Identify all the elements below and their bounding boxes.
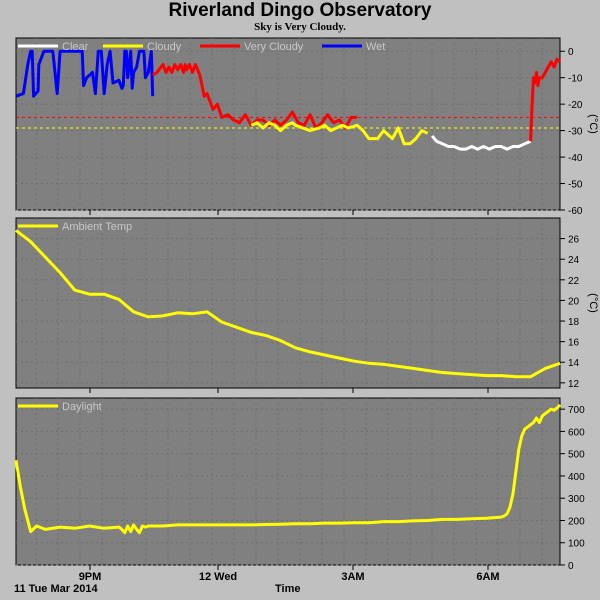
- series-line-very-cloudy: [529, 57, 562, 142]
- y-tick-label: 300: [568, 494, 585, 505]
- y-tick-label: -60: [568, 206, 583, 217]
- y-tick-label: -20: [568, 100, 583, 111]
- sky-status: Sky is Very Cloudy.: [254, 21, 346, 33]
- y-tick-label: -50: [568, 180, 583, 191]
- y-tick-label: 20: [568, 296, 580, 307]
- x-tick-label: 6AM: [476, 571, 499, 583]
- y-tick-label: 600: [568, 427, 585, 438]
- y-tick-label: 0: [568, 561, 574, 572]
- x-tick-label: 9PM: [79, 571, 102, 583]
- y-tick-label: -10: [568, 74, 583, 85]
- x-tick-label: 12 Wed: [199, 571, 237, 583]
- time-axis-label: Time: [275, 583, 301, 595]
- y-tick-label: 0: [568, 47, 574, 58]
- y-tick-label: -40: [568, 153, 583, 164]
- legend-label: Wet: [366, 41, 385, 53]
- y-tick-label: 14: [568, 358, 580, 369]
- y-tick-label: 22: [568, 276, 580, 287]
- y-tick-label: 700: [568, 405, 585, 416]
- series-line-wet: [15, 49, 155, 98]
- ambient-panel: [15, 217, 561, 389]
- y-unit-label: (°C): [587, 114, 599, 134]
- y-tick-label: 200: [568, 516, 585, 527]
- y-tick-label: 26: [568, 235, 580, 246]
- y-tick-label: 100: [568, 539, 585, 550]
- legend-label: Clear: [62, 41, 89, 53]
- y-unit-label: (°C): [587, 293, 599, 313]
- y-tick-label: 16: [568, 338, 580, 349]
- legend-label: Cloudy: [147, 41, 182, 53]
- x-tick-label: 3AM: [341, 571, 364, 583]
- series-line-daylight: [14, 403, 562, 535]
- series-line-very-cloudy: [151, 63, 358, 130]
- legend-label: Daylight: [62, 401, 102, 413]
- y-tick-label: 400: [568, 472, 585, 483]
- series-line-ambient-temp: [15, 229, 561, 379]
- y-tick-label: 24: [568, 255, 580, 266]
- y-tick-label: 500: [568, 450, 585, 461]
- y-tick-label: -30: [568, 127, 583, 138]
- series-line-cloudy: [250, 121, 429, 146]
- legend-label: Very Cloudy: [244, 41, 304, 53]
- y-tick-label: 12: [568, 379, 580, 390]
- date-label: 11 Tue Mar 2014: [14, 583, 98, 595]
- y-tick-label: 18: [568, 317, 580, 328]
- series-line-clear: [430, 134, 532, 151]
- daylight-panel: [15, 397, 561, 566]
- legend-label: Ambient Temp: [62, 221, 132, 233]
- page-title: Riverland Dingo Observatory: [168, 0, 432, 21]
